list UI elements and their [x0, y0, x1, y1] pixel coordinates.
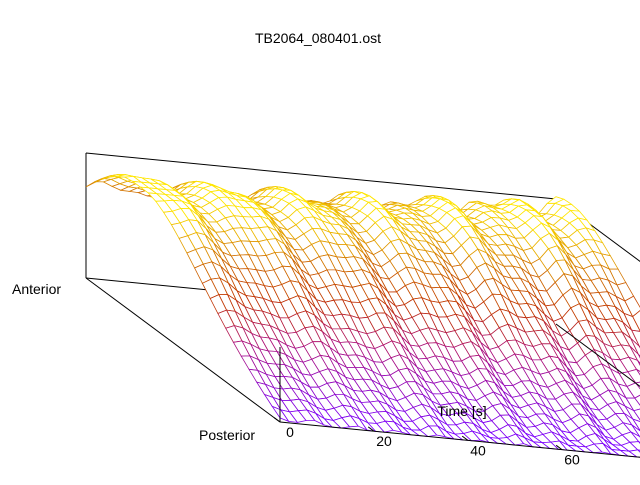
x-axis-label: Time [s]: [437, 403, 486, 419]
y-axis-label-anterior: Anterior: [12, 281, 61, 297]
surface-mesh: [86, 175, 640, 469]
x-tick-mark: [274, 418, 280, 422]
chart-title: TB2064_080401.ost: [255, 30, 381, 46]
x-tick-label: 20: [376, 433, 392, 449]
x-tick-label: 60: [564, 452, 580, 468]
x-tick-label: 40: [470, 442, 486, 458]
y-axis-label-posterior: Posterior: [199, 427, 255, 443]
x-tick-label: 0: [286, 424, 294, 440]
